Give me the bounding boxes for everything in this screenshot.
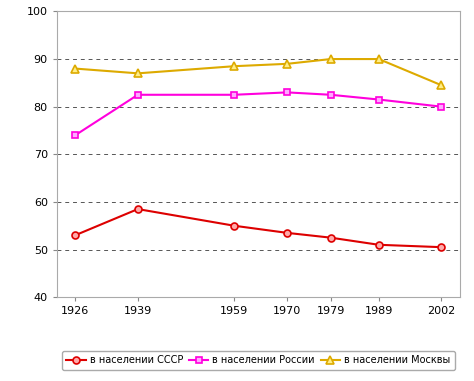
в населении России <box>73 133 78 138</box>
в населении СССР <box>231 223 237 228</box>
в населении России <box>376 97 382 102</box>
Line: в населении России: в населении России <box>72 89 445 139</box>
в населении Москвы <box>328 57 334 61</box>
в населении СССР <box>135 207 141 211</box>
в населении СССР <box>328 235 334 240</box>
в населении России <box>135 93 141 97</box>
в населении России <box>284 90 290 94</box>
в населении России <box>231 93 237 97</box>
в населении Москвы <box>231 64 237 69</box>
в населении России <box>328 93 334 97</box>
в населении Москвы <box>135 71 141 75</box>
в населении СССР <box>284 231 290 235</box>
в населении СССР <box>73 233 78 238</box>
в населении Москвы <box>284 61 290 66</box>
в населении Москвы <box>438 83 444 88</box>
Legend: в населении СССР, в населении России, в населении Москвы: в населении СССР, в населении России, в … <box>62 351 455 370</box>
в населении Москвы <box>73 66 78 71</box>
в населении России <box>438 104 444 109</box>
Line: в населении Москвы: в населении Москвы <box>71 55 446 90</box>
в населении СССР <box>376 242 382 247</box>
в населении СССР <box>438 245 444 250</box>
в населении Москвы <box>376 57 382 61</box>
Line: в населении СССР: в населении СССР <box>72 206 445 251</box>
